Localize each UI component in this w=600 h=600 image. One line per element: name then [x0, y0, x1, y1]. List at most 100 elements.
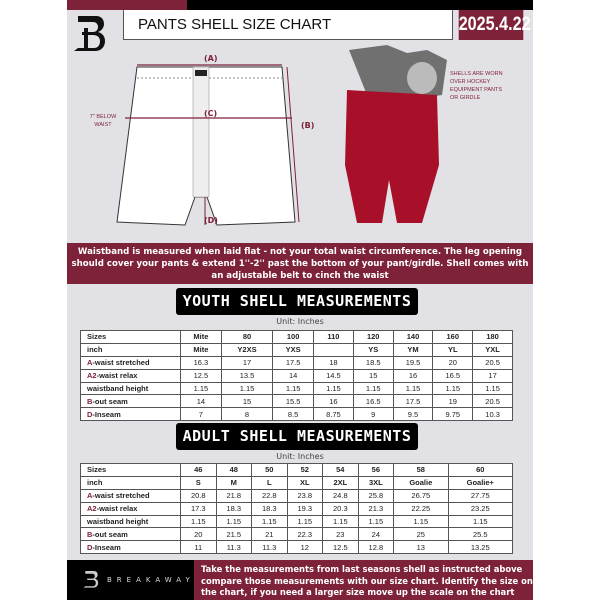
table-cell: YM: [392, 342, 434, 357]
table-row: A-waist stretched 16.3 17 17.5 18 18.5 19.5 20 2…: [80, 355, 513, 370]
table-cell: 17.5: [392, 394, 434, 409]
table-cell: 16: [392, 368, 434, 383]
row-label: waistband height: [80, 381, 181, 396]
table-cell: 13: [393, 540, 449, 555]
table-cell: 110: [313, 330, 354, 344]
table-cell: 23.8: [286, 488, 324, 503]
table-cell: 1.15: [286, 514, 324, 529]
table-row: A2-waist relax 12.5 13.5 14 14.5 15 16 16.5 17: [80, 368, 513, 383]
row-label: Sizes: [80, 330, 181, 344]
table-cell: 26.75: [393, 488, 449, 503]
table-row: waistband height 1.15 1.15 1.15 1.15 1.15 1.15…: [80, 381, 513, 396]
table-cell: 23: [322, 527, 359, 542]
table-cell: 18: [313, 355, 354, 370]
table-row: Sizes 46 48 50 52 54 56 58 60: [80, 463, 514, 477]
row-label-text: waistband height: [87, 384, 149, 393]
table-cell: 17.5: [272, 355, 315, 370]
row-label: A-waist stretched: [80, 488, 181, 503]
table-cell: 12.8: [357, 540, 395, 555]
row-label-prefix: A2: [87, 504, 97, 514]
table-cell: 46: [180, 463, 217, 477]
table-cell: 48: [215, 463, 253, 477]
top-accent-bar: [67, 0, 187, 10]
table-cell: 11.3: [215, 540, 253, 555]
table-cell: 21.8: [215, 488, 253, 503]
table-cell: Goalie+: [447, 475, 514, 490]
table-cell: 7: [180, 407, 222, 422]
table-row: B-out seam 20 21.5 21 22.3 23 24 25 25.5: [80, 527, 514, 542]
row-label: B-out seam: [80, 394, 181, 409]
row-label-text: Sizes: [87, 465, 107, 475]
table-cell: M: [215, 475, 253, 490]
table-cell: 20.5: [472, 355, 513, 370]
table-cell: 54: [322, 463, 359, 477]
label-c: (C): [204, 109, 218, 118]
table-cell: 2XL: [322, 475, 359, 490]
table-cell: 13.5: [220, 368, 274, 383]
breakaway-logo-icon: [74, 16, 105, 51]
table-cell: 12.5: [322, 540, 359, 555]
table-cell: 17.3: [180, 501, 217, 516]
row-label: inch: [80, 475, 181, 490]
row-label-text: -out seam: [92, 396, 128, 406]
table-cell: 1.15: [432, 381, 474, 396]
table-cell: 52: [286, 463, 324, 477]
table-cell: 8.5: [272, 407, 315, 422]
table-cell: 1.15: [180, 514, 217, 529]
row-label: D-Inseam: [80, 407, 181, 422]
row-label-prefix: D: [87, 409, 93, 419]
table-cell: 180: [472, 330, 513, 344]
row-label-prefix: B: [87, 529, 93, 539]
row-label-prefix: A: [87, 358, 93, 368]
table-cell: Mite: [180, 330, 222, 344]
table-cell: 1.15: [180, 381, 222, 396]
table-cell: 15.5: [272, 394, 315, 409]
table-cell: 21.3: [357, 501, 395, 516]
table-cell: 19.5: [392, 355, 434, 370]
row-label-text: -waist relax: [96, 504, 138, 514]
row-label-prefix: A: [87, 491, 93, 501]
table-cell: [313, 342, 354, 357]
adult-size-table: Sizes 46 48 50 52 54 56 58 60 inch S M L XL 2XL 3XL Goal…: [80, 463, 514, 555]
table-cell: Mite: [180, 342, 222, 357]
table-cell: Goalie: [393, 475, 449, 490]
table-cell: 19.3: [286, 501, 324, 516]
table-cell: 20.3: [322, 501, 359, 516]
table-cell: S: [180, 475, 217, 490]
table-cell: 25.8: [357, 488, 395, 503]
row-label: inch: [80, 342, 181, 357]
table-row: A-waist stretched 20.8 21.8 22.8 23.8 24.8 25.…: [80, 488, 514, 503]
shorts-diagram: [116, 45, 447, 226]
row-label: A-waist stretched: [80, 355, 181, 370]
table-cell: 8.75: [313, 407, 354, 422]
table-cell: 20: [432, 355, 474, 370]
table-cell: 16.3: [180, 355, 222, 370]
row-label-text: -Inseam: [92, 409, 121, 419]
table-cell: 9.75: [432, 407, 474, 422]
table-cell: L: [251, 475, 288, 490]
page-title: PANTS SHELL SIZE CHART: [123, 10, 453, 40]
row-label-text: Sizes: [87, 332, 107, 342]
table-cell: 17: [472, 368, 513, 383]
youth-unit-label: Unit: Inches: [276, 317, 324, 326]
table-cell: 22.25: [393, 501, 449, 516]
table-cell: 1.15: [472, 381, 513, 396]
table-cell: 20.8: [180, 488, 217, 503]
table-cell: 25: [393, 527, 449, 542]
table-cell: 21: [251, 527, 288, 542]
table-cell: 22.3: [286, 527, 324, 542]
table-cell: 16: [313, 394, 354, 409]
table-cell: 1.15: [392, 381, 434, 396]
table-cell: 140: [392, 330, 434, 344]
footer-logo-icon: [83, 570, 99, 588]
below-waist-note: 7'' BELOW WAIST: [89, 114, 117, 128]
table-cell: 3XL: [357, 475, 395, 490]
table-cell: 13.25: [447, 540, 514, 555]
table-cell: 14: [272, 368, 315, 383]
footer-brand-name: BREAKAWAY: [107, 576, 195, 584]
row-label: waistband height: [80, 514, 181, 529]
youth-section-title: YOUTH SHELL MEASUREMENTS: [176, 288, 418, 315]
table-cell: 1.15: [220, 381, 274, 396]
table-cell: YXS: [272, 342, 315, 357]
table-cell: 1.15: [313, 381, 354, 396]
